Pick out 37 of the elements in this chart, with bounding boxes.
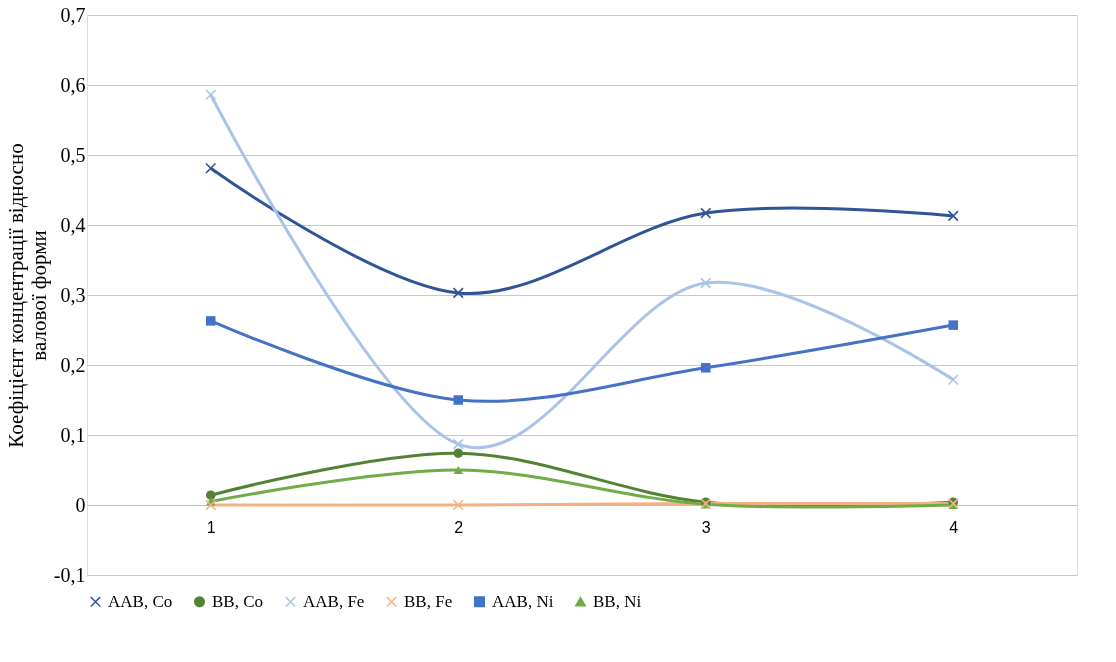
legend-label: AAB, Co: [108, 591, 173, 611]
point: [947, 210, 959, 222]
point: [453, 448, 463, 458]
legend-label: BB, Fe: [404, 591, 453, 611]
point: [948, 320, 958, 330]
legend-label: BB, Ni: [593, 591, 642, 611]
point: [205, 499, 217, 511]
point: [452, 287, 464, 299]
legend-label: AAB, Fe: [303, 591, 365, 611]
point: [205, 162, 217, 174]
x-tick-label: 2: [454, 518, 464, 536]
point: [452, 438, 464, 450]
x-tick-label: 1: [206, 518, 216, 536]
y-tick-label: -0,1: [53, 563, 86, 586]
y-tick-label: 0,4: [60, 213, 86, 236]
point: [700, 277, 712, 289]
point: [205, 89, 217, 101]
point: [453, 395, 463, 405]
point: [206, 490, 216, 500]
y-tick-label: 0,5: [60, 143, 86, 166]
x-tick-label: 4: [949, 518, 959, 536]
point: [453, 465, 463, 475]
x-tick-label: 3: [701, 518, 711, 536]
y-tick-label: 0: [75, 493, 86, 516]
point: [206, 316, 216, 326]
legend-label: BB, Co: [212, 591, 264, 611]
point: [452, 499, 464, 511]
point: [701, 363, 711, 373]
legend-label: AAB, Ni: [492, 591, 554, 611]
point: [947, 374, 959, 386]
point: [700, 207, 712, 219]
y-tick-label: 0,2: [60, 353, 86, 376]
y-tick-label: 0,7: [60, 3, 86, 26]
y-axis-title: Коефіцієнт концентрації відносно валової форми: [3, 143, 51, 448]
y-tick-label: 0,3: [60, 283, 86, 306]
y-tick-label: 0,6: [60, 73, 86, 96]
y-tick-label: 0,1: [60, 423, 86, 446]
